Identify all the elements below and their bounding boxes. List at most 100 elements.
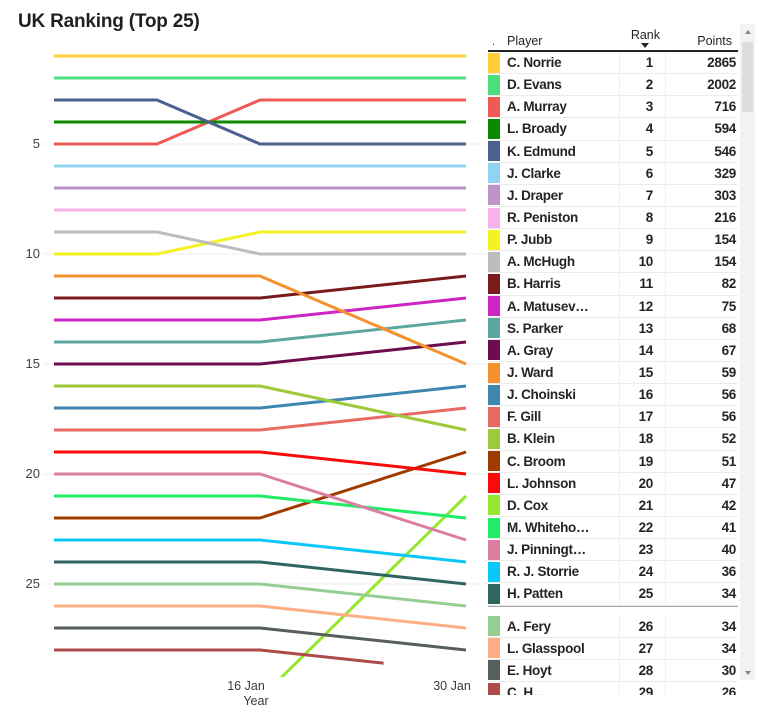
rank-cell: 25 <box>620 583 666 605</box>
y-tick-label: 25 <box>25 576 40 591</box>
player-color-swatch <box>488 185 500 206</box>
rank-line <box>54 582 467 608</box>
chart-title: UK Ranking (Top 25) <box>18 11 200 32</box>
rank-line <box>54 648 384 665</box>
player-color-swatch <box>488 495 500 516</box>
rank-line <box>54 274 467 366</box>
table-row[interactable]: R. Peniston 8 216 <box>488 206 738 230</box>
table-row[interactable]: A. Fery 26 34 <box>488 615 738 638</box>
table-row[interactable]: J. Pinningt… 23 40 <box>488 539 738 562</box>
table-row[interactable]: R. J. Storrie 24 36 <box>488 561 738 584</box>
table-row[interactable]: C. Norrie 1 2865 <box>488 52 738 75</box>
rank-line <box>54 626 467 652</box>
table-row[interactable]: D. Evans 2 2002 <box>488 74 738 97</box>
rank-cell: 4 <box>620 118 666 140</box>
rank-cell: 3 <box>620 96 666 118</box>
table-row[interactable]: F. Gill 17 56 <box>488 406 738 429</box>
scroll-down-button[interactable] <box>740 665 755 680</box>
table-row[interactable]: M. Whiteho… 22 41 <box>488 516 738 540</box>
points-cell: 546 <box>714 143 736 159</box>
player-color-swatch <box>488 539 500 560</box>
table-row[interactable]: L. Broady 4 594 <box>488 118 738 141</box>
rank-cell: 11 <box>620 273 666 295</box>
table-row[interactable]: J. Draper 7 303 <box>488 184 738 207</box>
rank-column-header[interactable]: Rank <box>620 28 666 49</box>
rank-cell: 9 <box>620 229 666 251</box>
player-name-cell: A. Matusev… <box>504 295 620 317</box>
player-color-swatch <box>488 118 500 139</box>
rank-cell: 18 <box>620 428 666 450</box>
table-row[interactable]: E. Hoyt 28 30 <box>488 659 738 682</box>
player-name-cell: P. Jubb <box>504 229 620 251</box>
points-cell: 154 <box>714 254 736 270</box>
scroll-up-button[interactable] <box>740 24 755 39</box>
rank-cell: 17 <box>620 406 666 428</box>
points-cell: 34 <box>721 618 737 634</box>
player-color-swatch <box>488 318 500 339</box>
points-cell: 2865 <box>707 55 736 71</box>
table-row[interactable]: S. Parker 13 68 <box>488 317 738 340</box>
points-cell: 42 <box>721 497 737 513</box>
points-cell: 68 <box>721 320 737 336</box>
table-row[interactable]: D. Cox 21 42 <box>488 494 738 517</box>
points-cell: 2002 <box>707 77 736 93</box>
player-name-cell: H. Patten <box>504 583 620 605</box>
table-row[interactable]: A. Gray 14 67 <box>488 339 738 362</box>
player-name-cell: L. Glasspool <box>504 637 620 659</box>
table-row[interactable]: J. Clarke 6 329 <box>488 162 738 185</box>
player-color-swatch <box>488 340 500 361</box>
table-row[interactable]: P. Jubb 9 154 <box>488 229 738 252</box>
rank-line <box>54 274 467 300</box>
points-cell: 75 <box>721 298 737 314</box>
y-tick-label: 10 <box>25 246 40 261</box>
player-name-cell: C. Norrie <box>504 52 620 74</box>
table-row[interactable]: A. Murray 3 716 <box>488 96 738 119</box>
rank-line <box>54 230 466 256</box>
points-cell: 40 <box>721 542 737 558</box>
player-color-swatch <box>488 451 500 472</box>
player-color-swatch <box>488 638 500 659</box>
rank-line <box>54 604 467 630</box>
player-name-cell: E. Hoyt <box>504 659 620 681</box>
scroll-up-icon <box>744 29 751 34</box>
player-name-cell: C. H… <box>504 681 620 695</box>
rank-line <box>54 494 467 520</box>
rank-column-label: Rank <box>630 28 660 42</box>
y-tick-label: 20 <box>25 466 40 481</box>
rank-line <box>54 98 466 146</box>
rank-cell: 23 <box>620 539 666 561</box>
table-row[interactable]: A. McHugh 10 154 <box>488 251 738 274</box>
rank-cell: 13 <box>620 317 666 339</box>
table-row[interactable]: L. Johnson 20 47 <box>488 472 738 495</box>
rank-cell: 15 <box>620 361 666 384</box>
table-row[interactable]: A. Matusev… 12 75 <box>488 295 738 318</box>
player-column-header[interactable]: Player <box>507 34 543 48</box>
player-name-cell: L. Broady <box>504 118 620 140</box>
table-row[interactable]: C. Broom 19 51 <box>488 450 738 473</box>
player-name-cell: S. Parker <box>504 317 620 339</box>
player-name-cell: J. Choinski <box>504 384 620 406</box>
x-tick-label: 30 Jan <box>433 679 471 693</box>
points-cell: 56 <box>721 387 737 403</box>
table-scrollbar[interactable] <box>740 24 755 680</box>
table-row[interactable]: H. Patten 25 34 <box>488 583 738 606</box>
player-color-swatch <box>488 96 500 117</box>
player-name-cell: A. Fery <box>504 615 620 637</box>
table-row[interactable]: B. Klein 18 52 <box>488 428 738 451</box>
table-row[interactable]: L. Glasspool 27 34 <box>488 637 738 660</box>
player-color-swatch <box>488 384 500 405</box>
points-cell: 716 <box>714 99 736 115</box>
rank-line <box>54 560 467 586</box>
swatch-column-header[interactable]: . <box>492 36 496 48</box>
scrollbar-thumb[interactable] <box>742 42 753 112</box>
points-column-header[interactable]: Points <box>697 34 732 48</box>
table-row[interactable]: J. Choinski 16 56 <box>488 384 738 407</box>
table-row[interactable]: J. Ward 15 59 <box>488 361 738 385</box>
table-row[interactable]: K. Edmund 5 546 <box>488 140 738 163</box>
player-color-swatch <box>488 251 500 272</box>
rank-cell: 19 <box>620 450 666 472</box>
player-name-cell: C. Broom <box>504 450 620 472</box>
points-cell: 36 <box>721 564 737 580</box>
table-row[interactable]: C. H… 29 26 <box>488 681 738 695</box>
table-row[interactable]: B. Harris 11 82 <box>488 273 738 296</box>
